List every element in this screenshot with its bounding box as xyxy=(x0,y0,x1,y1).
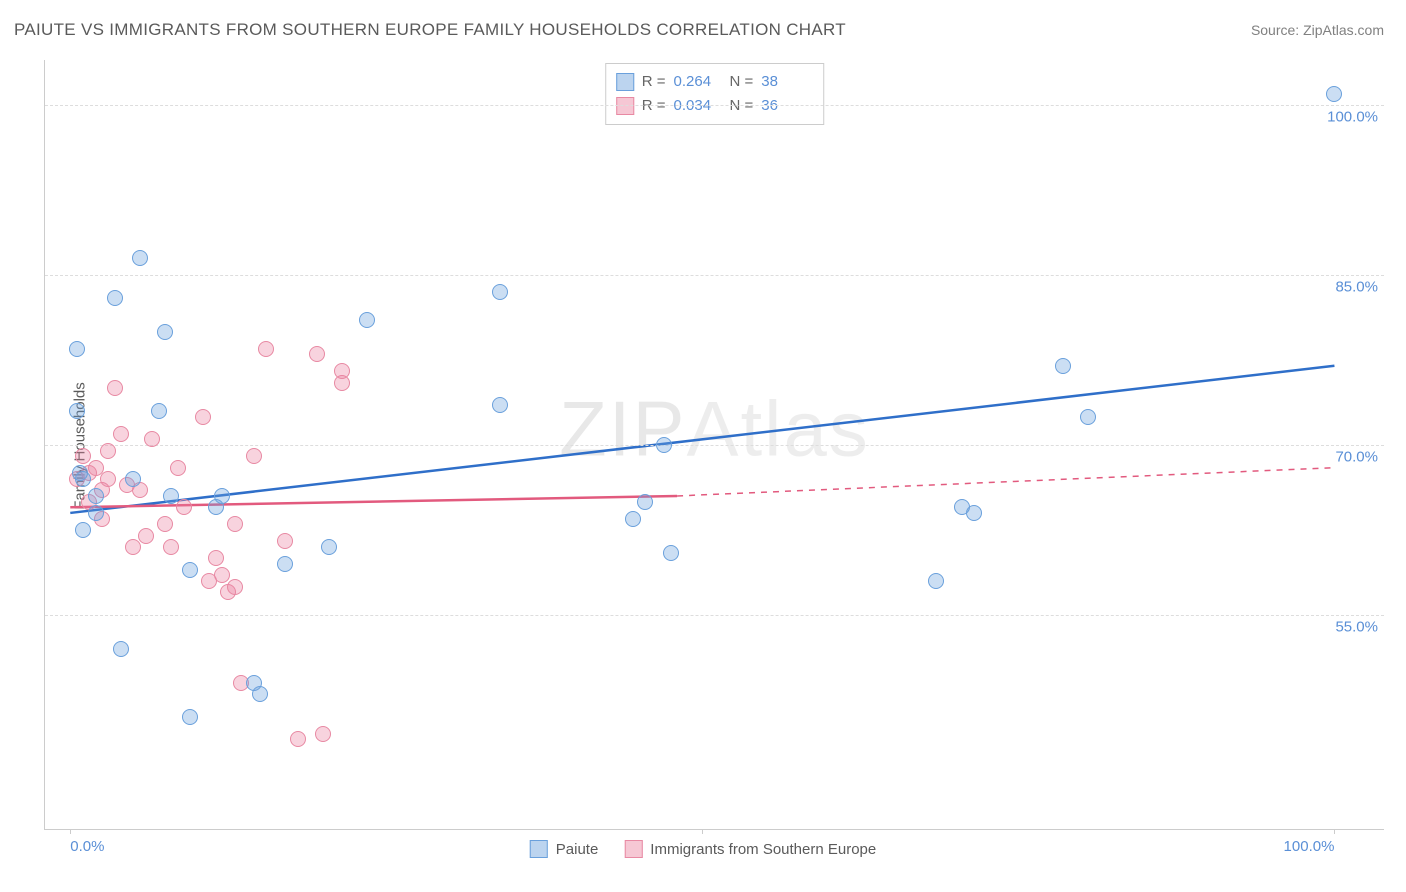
r-value: 0.264 xyxy=(674,70,722,94)
legend-swatch xyxy=(530,840,548,858)
blue-dot xyxy=(1080,409,1096,425)
y-tick-label: 100.0% xyxy=(1327,109,1378,126)
pink-dot xyxy=(113,426,129,442)
blue-dot xyxy=(157,324,173,340)
legend-series-item: Paiute xyxy=(530,840,599,858)
blue-dot xyxy=(107,290,123,306)
blue-dot xyxy=(277,556,293,572)
blue-dot xyxy=(113,641,129,657)
pink-dot xyxy=(170,460,186,476)
blue-dot xyxy=(1326,86,1342,102)
trend-line xyxy=(677,468,1334,496)
blue-dot xyxy=(359,312,375,328)
trend-line xyxy=(70,366,1334,513)
pink-dot xyxy=(100,443,116,459)
chart-title: PAIUTE VS IMMIGRANTS FROM SOUTHERN EUROP… xyxy=(14,20,846,40)
gridline-h xyxy=(45,105,1384,106)
legend-correlation-row: R = 0.264 N = 38 xyxy=(616,70,810,94)
blue-dot xyxy=(492,397,508,413)
x-tick-mark xyxy=(70,829,71,834)
pink-dot xyxy=(163,539,179,555)
blue-dot xyxy=(321,539,337,555)
blue-dot xyxy=(214,488,230,504)
pink-dot xyxy=(100,471,116,487)
blue-dot xyxy=(69,341,85,357)
source-label: Source: ZipAtlas.com xyxy=(1251,22,1384,38)
blue-dot xyxy=(88,488,104,504)
legend-series-item: Immigrants from Southern Europe xyxy=(624,840,876,858)
pink-dot xyxy=(258,341,274,357)
pink-dot xyxy=(138,528,154,544)
blue-dot xyxy=(75,522,91,538)
blue-dot xyxy=(182,562,198,578)
blue-dot xyxy=(75,471,91,487)
y-tick-label: 55.0% xyxy=(1335,618,1378,635)
pink-dot xyxy=(227,579,243,595)
plot-area: ZIPAtlas R =0.264N =38R =0.034N =36 55.0… xyxy=(44,60,1384,830)
pink-dot xyxy=(277,533,293,549)
blue-dot xyxy=(625,511,641,527)
x-tick-mark xyxy=(1334,829,1335,834)
blue-dot xyxy=(132,250,148,266)
legend-series-label: Immigrants from Southern Europe xyxy=(650,841,876,858)
x-tick-label: 100.0% xyxy=(1284,838,1335,855)
blue-dot xyxy=(252,686,268,702)
blue-dot xyxy=(182,709,198,725)
pink-dot xyxy=(334,363,350,379)
blue-dot xyxy=(637,494,653,510)
legend-swatch xyxy=(616,73,634,91)
pink-dot xyxy=(227,516,243,532)
blue-dot xyxy=(966,505,982,521)
pink-dot xyxy=(176,499,192,515)
blue-dot xyxy=(69,403,85,419)
legend-series-label: Paiute xyxy=(556,841,599,858)
legend-series: Paiute Immigrants from Southern Europe xyxy=(530,840,876,858)
blue-dot xyxy=(125,471,141,487)
blue-dot xyxy=(656,437,672,453)
blue-dot xyxy=(88,505,104,521)
blue-dot xyxy=(151,403,167,419)
trend-line xyxy=(70,496,677,507)
r-label: R = xyxy=(642,70,666,94)
gridline-h xyxy=(45,275,1384,276)
watermark-bold: ZIP xyxy=(559,385,686,473)
blue-dot xyxy=(163,488,179,504)
gridline-h xyxy=(45,615,1384,616)
pink-dot xyxy=(246,448,262,464)
n-label: N = xyxy=(730,70,754,94)
x-tick-label: 0.0% xyxy=(70,838,104,855)
pink-dot xyxy=(309,346,325,362)
pink-dot xyxy=(290,731,306,747)
watermark-light: Atlas xyxy=(686,385,869,473)
pink-dot xyxy=(208,550,224,566)
pink-dot xyxy=(195,409,211,425)
blue-dot xyxy=(492,284,508,300)
y-tick-label: 70.0% xyxy=(1335,449,1378,466)
pink-dot xyxy=(157,516,173,532)
pink-dot xyxy=(107,380,123,396)
x-tick-mark xyxy=(702,829,703,834)
legend-swatch xyxy=(624,840,642,858)
legend-correlation: R =0.264N =38R =0.034N =36 xyxy=(605,63,825,125)
n-value: 38 xyxy=(761,70,809,94)
pink-dot xyxy=(144,431,160,447)
blue-dot xyxy=(1055,358,1071,374)
gridline-h xyxy=(45,445,1384,446)
blue-dot xyxy=(928,573,944,589)
y-tick-label: 85.0% xyxy=(1335,279,1378,296)
blue-dot xyxy=(663,545,679,561)
pink-dot xyxy=(315,726,331,742)
watermark: ZIPAtlas xyxy=(559,384,870,475)
pink-dot xyxy=(125,539,141,555)
